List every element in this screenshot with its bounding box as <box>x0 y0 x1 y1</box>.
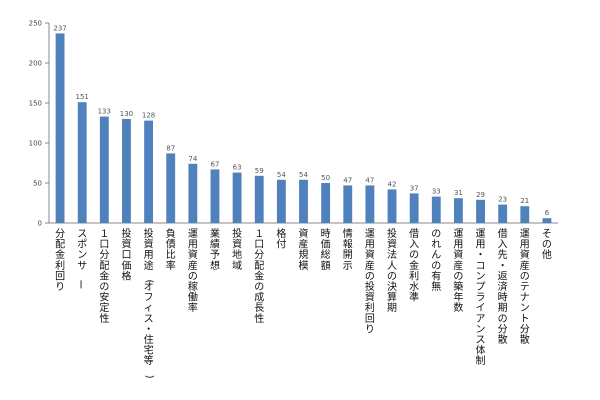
category-label: 運用資産の築年数 <box>453 228 463 314</box>
bar <box>77 102 87 223</box>
data-label: 237 <box>53 24 66 32</box>
data-label: 29 <box>476 191 485 199</box>
category-label: 投資用途(オフィス・住宅等) <box>144 227 155 379</box>
bar <box>476 199 485 223</box>
bar <box>498 204 508 223</box>
category-label: 借入先・返済時期の分散 <box>498 228 508 346</box>
category-label: 運用資産の投資利回り <box>365 228 375 335</box>
bar <box>431 196 441 223</box>
bar <box>254 175 264 223</box>
y-tick-label: 150 <box>29 100 42 108</box>
category-label: １口分配金の安定性 <box>99 229 109 325</box>
category-label: 借入の金利水準 <box>409 228 419 304</box>
bar <box>144 120 154 223</box>
data-label: 42 <box>388 180 397 188</box>
bar <box>276 179 286 223</box>
category-label: 投資口価格 <box>121 227 131 282</box>
y-axis: 0 50 100 150 200 250 <box>29 20 558 228</box>
data-label: 74 <box>188 155 197 163</box>
data-label: 47 <box>343 176 352 184</box>
y-tick-label: 0 <box>38 220 42 228</box>
data-label: 33 <box>432 188 441 196</box>
data-label: 128 <box>142 112 155 120</box>
data-label: 21 <box>520 197 529 205</box>
bar <box>210 169 220 223</box>
category-label: 運用資産のテナント分散 <box>520 228 530 346</box>
data-label: 47 <box>365 176 374 184</box>
bar <box>343 185 353 223</box>
bar <box>409 193 419 223</box>
category-label: 運用・コンプライアンス体制 <box>476 228 486 367</box>
bar <box>365 185 375 223</box>
data-label: 151 <box>76 93 89 101</box>
y-tick-label: 50 <box>33 180 42 188</box>
data-label: 37 <box>410 184 419 192</box>
data-label: 54 <box>277 171 286 179</box>
category-label: その他 <box>542 228 552 261</box>
category-label: 格付 <box>276 227 286 251</box>
bar <box>520 206 530 223</box>
bar <box>122 119 131 223</box>
data-labels: 237 151 133 130 128 87 74 67 63 59 54 54 50 47 47 42 37 3… <box>53 24 549 217</box>
category-label: 投資法人の決算期 <box>387 227 397 314</box>
data-label: 87 <box>166 144 175 152</box>
category-label: のれんの有無 <box>431 229 441 293</box>
bar <box>232 172 242 223</box>
bar <box>542 218 552 223</box>
data-label: 6 <box>545 209 550 217</box>
y-tick-label: 250 <box>29 20 42 28</box>
data-label: 54 <box>299 171 308 179</box>
category-label: 分配金利回り <box>55 228 65 293</box>
bar <box>166 153 176 223</box>
data-label: 31 <box>454 189 463 197</box>
category-label: 投資地域 <box>232 227 242 272</box>
data-label: 50 <box>321 174 330 182</box>
data-label: 130 <box>120 110 133 118</box>
category-label: 運用資産の稼働率 <box>188 228 198 314</box>
category-label: スポンサー <box>74 229 87 289</box>
y-tick-label: 200 <box>29 60 42 68</box>
category-label: 負債比率 <box>166 228 176 272</box>
category-label: １口分配金の成長性 <box>254 229 264 325</box>
category-label: 業績予想 <box>210 227 220 272</box>
category-label: 時価総額 <box>321 228 331 272</box>
y-tick-label: 100 <box>29 140 42 148</box>
bars <box>55 33 552 224</box>
data-label: 67 <box>211 160 220 168</box>
data-label: 59 <box>255 167 264 175</box>
data-label: 23 <box>498 196 507 204</box>
bar <box>453 198 463 223</box>
bar <box>299 179 308 223</box>
category-label: 情報開示 <box>343 227 353 272</box>
bar <box>99 116 109 223</box>
bar <box>387 189 397 223</box>
bar <box>321 183 331 223</box>
data-label: 63 <box>233 164 242 172</box>
bar <box>188 163 198 223</box>
category-label: 資産規模 <box>299 228 309 272</box>
data-label: 133 <box>98 108 111 116</box>
bar <box>55 33 65 224</box>
